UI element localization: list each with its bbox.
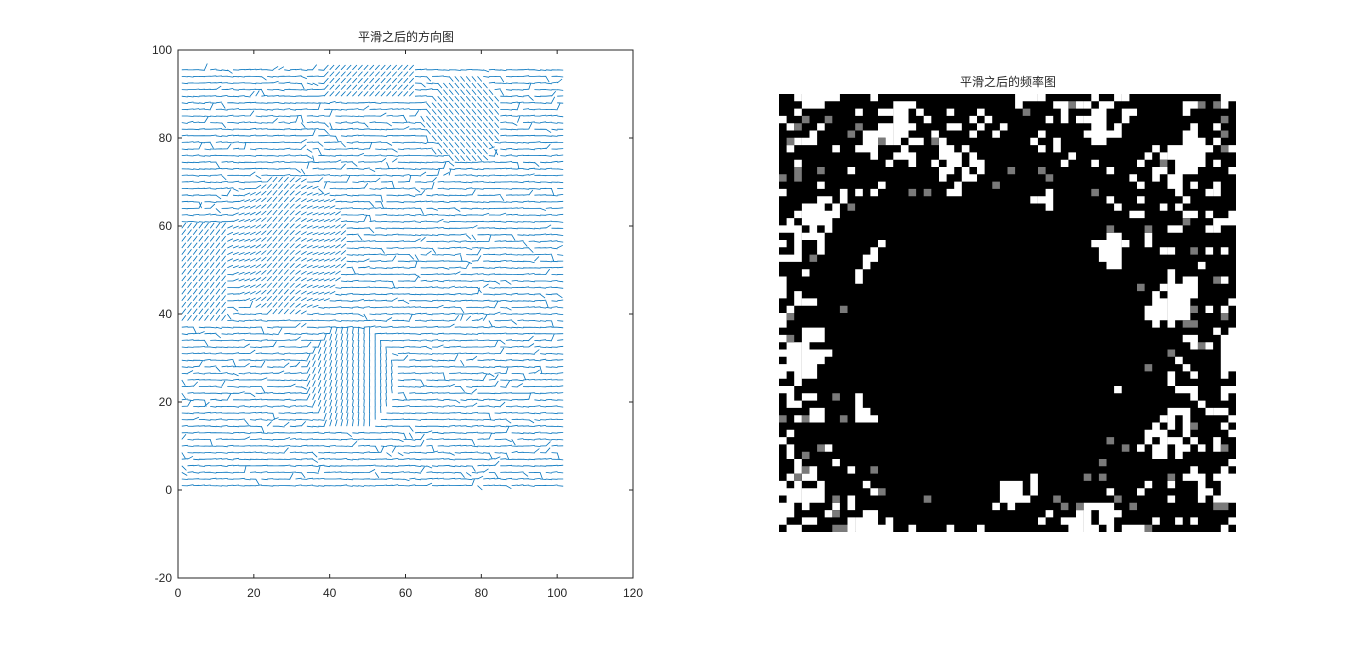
- y-tick-label: -20: [155, 571, 173, 585]
- y-tick-label: 20: [159, 395, 173, 409]
- y-tick-label: 100: [152, 43, 172, 57]
- frequency-map-image: [779, 94, 1237, 533]
- orientation-plot-title: 平滑之后的方向图: [358, 29, 454, 44]
- x-tick-label: 60: [399, 586, 413, 600]
- y-tick-label: 60: [159, 219, 173, 233]
- frequency-map-high-cells: [779, 94, 1237, 532]
- y-tick-label: 40: [159, 307, 173, 321]
- x-tick-label: 20: [247, 586, 261, 600]
- y-tick-label: 80: [159, 131, 173, 145]
- y-tick-label: 0: [165, 483, 172, 497]
- frequency-map: 平滑之后的频率图: [779, 74, 1237, 533]
- x-tick-label: 100: [547, 586, 567, 600]
- x-tick-label: 40: [323, 586, 337, 600]
- x-axis-ticks: 0 20 40 60 80 100 120: [175, 50, 643, 600]
- frequency-map-title: 平滑之后的频率图: [960, 74, 1056, 89]
- x-tick-label: 0: [175, 586, 182, 600]
- x-tick-label: 120: [623, 586, 643, 600]
- orientation-vectors: [181, 63, 564, 491]
- orientation-field: [181, 63, 564, 491]
- x-tick-label: 80: [475, 586, 489, 600]
- y-axis-ticks: -20 0 20 40 60 80 100: [152, 43, 633, 585]
